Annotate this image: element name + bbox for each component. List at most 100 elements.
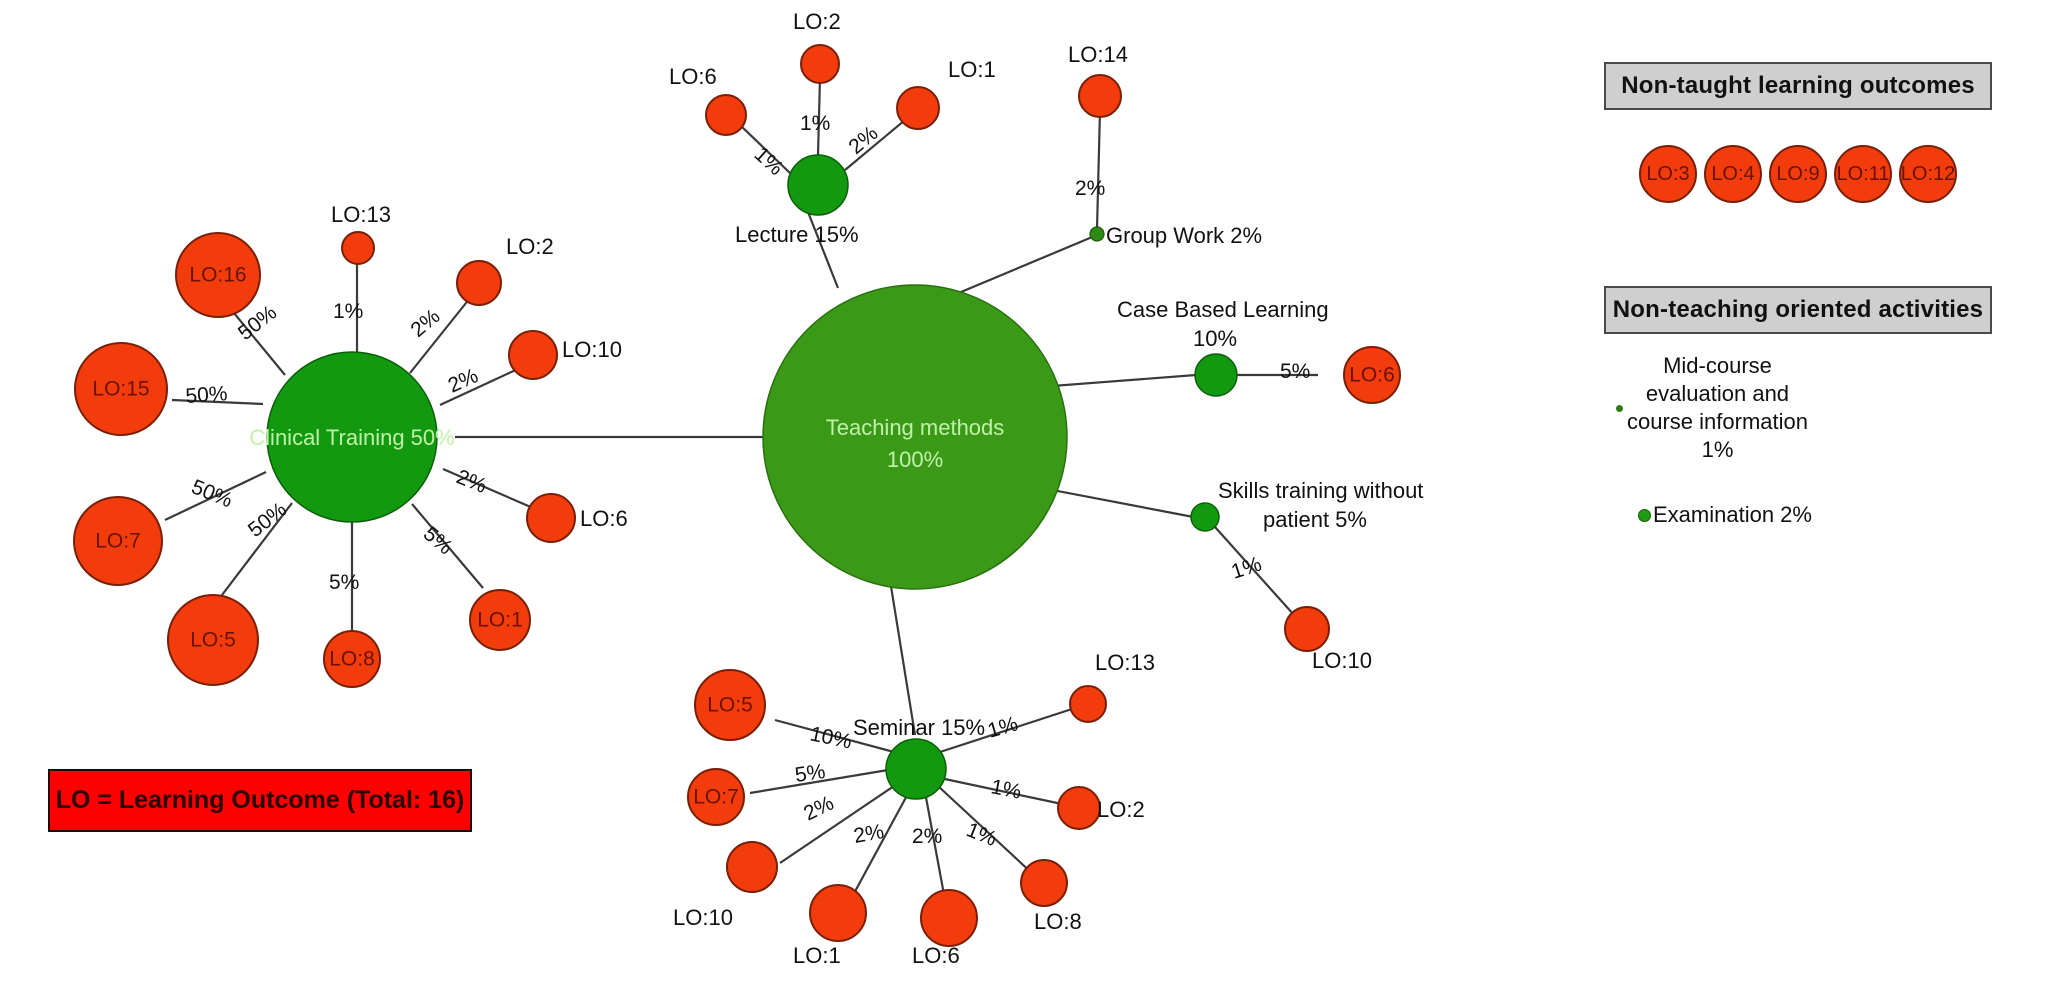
midcourse-dot-icon [1616, 404, 1623, 412]
lo-node-clinical-lo16[interactable] [175, 232, 261, 318]
hub-cbl-label-1: Case Based Learning [1117, 297, 1329, 322]
hub-skills-training[interactable] [1190, 502, 1220, 532]
edge-lecture-lo6 [739, 124, 791, 174]
hub-lecture[interactable] [787, 154, 849, 216]
lo-node-clinical-lo6[interactable] [526, 493, 576, 543]
nonteaching-item-examination[interactable]: Examination 2% [1638, 502, 1812, 528]
lo-label-seminar-lo8: LO:8 [1034, 909, 1082, 934]
lo-node-lecture-lo6[interactable] [705, 94, 747, 136]
lo-node-seminar-lo13[interactable] [1069, 685, 1107, 723]
lo-label-groupwork-lo14: LO:14 [1068, 42, 1128, 67]
edge-clinical-lo7 [164, 471, 267, 521]
lo-label-clinical-lo10: LO:10 [562, 337, 622, 362]
examination-label: Examination 2% [1653, 502, 1812, 527]
lo-node-clinical-lo7[interactable] [73, 496, 163, 586]
lo-label-seminar-lo7: LO:7 [693, 786, 739, 809]
nonteaching-panel-header: Non-teaching oriented activities [1604, 286, 1992, 334]
lo-node-seminar-lo1[interactable] [809, 884, 867, 942]
pct-lecture-lo6: 1% [750, 143, 788, 180]
edge-clinical-lo2 [409, 297, 471, 374]
nontaught-panel-header: Non-taught learning outcomes [1604, 62, 1992, 110]
center-node-group: Teaching methods 100% [762, 284, 1068, 590]
nonteaching-panel-title: Non-teaching oriented activities [1612, 296, 1984, 323]
pct-cbl-lo6: 5% [1280, 360, 1310, 383]
lo-node-clinical-lo5[interactable] [167, 594, 259, 686]
lo-label-seminar-lo13: LO:13 [1095, 650, 1155, 675]
lo-node-seminar-lo2[interactable] [1057, 786, 1101, 830]
lo-node-lecture-lo1[interactable] [896, 86, 940, 130]
lo-label-clinical-lo8: LO:8 [329, 648, 375, 671]
lo-node-seminar-lo8[interactable] [1020, 859, 1068, 907]
edge-lecture-lo1 [844, 119, 906, 171]
lo-node-clinical-lo8[interactable] [323, 630, 381, 688]
edge-clinical-lo1 [411, 503, 484, 589]
lo-label-seminar-lo2: LO:2 [1097, 797, 1145, 822]
pct-seminar-lo7: 5% [793, 760, 826, 787]
hub-clinical-training[interactable] [266, 351, 438, 523]
hub-teaching-methods-label-2: 100% [887, 447, 943, 472]
learning-outcome-key-label: LO = Learning Outcome (Total: 16) [55, 786, 465, 814]
hub-skills-label-2: patient 5% [1263, 507, 1367, 532]
pct-seminar-lo2: 1% [989, 775, 1023, 803]
lo-node-clinical-lo15[interactable] [74, 342, 168, 436]
midcourse-label: Mid-course evaluation and course informa… [1627, 353, 1808, 463]
edge-seminar-lo5 [774, 718, 895, 754]
pct-groupwork-lo14: 2% [1075, 177, 1105, 200]
pct-clinical-lo8: 5% [329, 571, 359, 594]
hub-lecture-label: Lecture 15% [735, 222, 859, 247]
lo-node-groupwork-lo14[interactable] [1078, 74, 1122, 118]
lo-node-clinical-lo1[interactable] [469, 589, 531, 651]
nonteaching-item-midcourse[interactable]: Mid-course evaluation and course informa… [1616, 352, 1808, 465]
cluster-lecture: Lecture 15% LO:6 LO:2 LO:1 1% 1% 2% [669, 9, 996, 247]
legend-lo-12[interactable]: LO:12 [1899, 145, 1957, 203]
examination-dot-icon [1638, 508, 1651, 522]
nontaught-panel-title: Non-taught learning outcomes [1621, 72, 1975, 99]
edge-lecture-lo2 [816, 77, 822, 156]
hub-teaching-methods[interactable] [762, 284, 1068, 590]
lo-node-seminar-lo6[interactable] [920, 889, 978, 947]
hub-seminar[interactable] [885, 738, 947, 800]
hub-group-work[interactable] [1089, 226, 1105, 242]
lo-node-seminar-lo10[interactable] [726, 841, 778, 893]
learning-outcome-key: LO = Learning Outcome (Total: 16) [48, 769, 472, 832]
edge-clinical-lo6 [442, 467, 534, 510]
pct-lecture-lo1: 2% [844, 122, 882, 159]
edge-clinical-lo10 [439, 367, 521, 406]
lo-node-clinical-lo2[interactable] [456, 260, 502, 306]
lo-label-cbl-lo6: LO:6 [1349, 364, 1395, 387]
legend-lo-4[interactable]: LO:4 [1704, 145, 1762, 203]
lo-node-seminar-lo7[interactable] [687, 768, 745, 826]
lo-label-seminar-lo5: LO:5 [707, 694, 753, 717]
hub-skills-label-1: Skills training without [1218, 478, 1423, 503]
lo-node-clinical-lo10[interactable] [508, 330, 558, 380]
lo-node-clinical-lo13[interactable] [341, 231, 375, 265]
lo-node-lecture-lo2[interactable] [800, 44, 840, 84]
lo-label-clinical-lo1: LO:1 [477, 609, 523, 632]
pct-clinical-lo1: 5% [419, 522, 457, 559]
legend-lo-3[interactable]: LO:3 [1639, 145, 1697, 203]
edge-seminar-lo7 [749, 768, 889, 795]
lo-label-clinical-lo7: LO:7 [95, 530, 141, 553]
pct-seminar-lo13: 1% [985, 712, 1021, 742]
lo-label-skills-lo10: LO:10 [1312, 648, 1372, 673]
lo-node-skills-lo10[interactable] [1284, 606, 1330, 652]
edge-seminar-lo13 [939, 707, 1073, 754]
lo-node-seminar-lo5[interactable] [694, 669, 766, 741]
edge-seminar-lo2 [939, 776, 1063, 806]
cluster-skills-training: Skills training without patient 5% LO:10… [1190, 478, 1423, 673]
nontaught-outcomes-list: LO:3 LO:4 LO:9 LO:11 LO:12 [1604, 142, 1992, 206]
lo-node-cbl-lo6[interactable] [1343, 346, 1401, 404]
edge-center-lecture [806, 211, 840, 289]
legend-lo-11[interactable]: LO:11 [1834, 145, 1892, 203]
lo-label-clinical-lo6: LO:6 [580, 506, 628, 531]
lo-label-clinical-lo5: LO:5 [190, 629, 236, 652]
hub-case-based-learning[interactable] [1194, 353, 1238, 397]
cluster-case-based-learning: Case Based Learning 10% LO:6 5% [1117, 297, 1401, 404]
edge-seminar-lo8 [937, 785, 1036, 877]
lo-label-clinical-lo2: LO:2 [506, 234, 554, 259]
legend-lo-9[interactable]: LO:9 [1769, 145, 1827, 203]
cluster-clinical-training: Clinical Training 50% LO:16 LO:13 LO:2 L… [73, 202, 628, 688]
edge-seminar-lo10 [779, 783, 898, 864]
